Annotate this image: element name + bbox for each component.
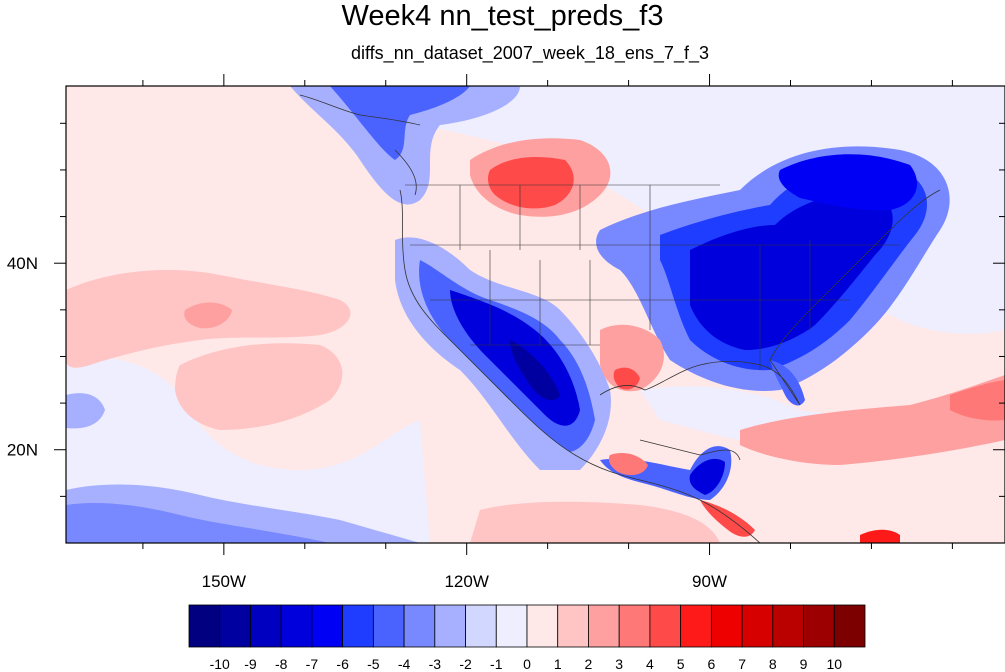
- field-negative-northwest: [290, 86, 520, 205]
- colorbar-label: -9: [244, 656, 257, 672]
- colorbar-label: -2: [459, 656, 472, 672]
- colorbar-swatch: [772, 604, 804, 648]
- field-positive-texas-core: [613, 367, 640, 390]
- map-subtitle: diffs_nn_dataset_2007_week_18_ens_7_f_3: [351, 43, 709, 63]
- coastlines: [299, 94, 941, 543]
- colorbar-swatch: [280, 604, 313, 648]
- field-positive-gulf-mexico: [608, 453, 648, 476]
- colorbar-label: -5: [367, 656, 380, 672]
- field-negative-pacific-southwest-core: [66, 503, 330, 543]
- colorbar-swatch: [250, 604, 282, 648]
- lat-tick-label: 20N: [7, 441, 38, 460]
- colorbar-swatch: [557, 604, 589, 648]
- field-positive-caribbean: [740, 375, 1005, 465]
- field-positive-northwest-interior-core: [487, 157, 574, 209]
- field-positive-caribbean-core: [950, 380, 1005, 421]
- lon-tick-label: 90W: [692, 572, 727, 591]
- colorbar-swatch: [465, 604, 497, 648]
- colorbar-swatch: [403, 604, 436, 648]
- colorbar-label: 6: [707, 656, 715, 672]
- colorbar-label: 9: [800, 656, 808, 672]
- field-positive-mexico-pacific: [470, 501, 720, 543]
- colorbar-swatch: [680, 604, 712, 648]
- colorbar-swatch: [495, 604, 528, 648]
- field-positive-south-america-coast: [860, 529, 900, 543]
- colorbar-label: 0: [523, 656, 531, 672]
- colorbar-swatch: [311, 604, 344, 648]
- lon-tick-label: 120W: [444, 572, 488, 591]
- field-negative-northwest-core: [330, 86, 470, 160]
- field-positive-pacific-core: [184, 302, 232, 329]
- field-negative-east-core: [690, 193, 893, 350]
- colorbar-label: -1: [490, 656, 503, 672]
- map-title: Week4 nn_test_preds_f3: [341, 0, 664, 32]
- field-positive-pacific-south: [175, 343, 343, 430]
- axis-ticks: 150W 120W 90W 40N 20N: [7, 74, 1005, 591]
- colorbar-swatch: [649, 604, 682, 648]
- colorbar-swatch: [219, 604, 251, 648]
- field-negative-southwest-deep: [510, 340, 560, 401]
- field-negative-central-america-core: [689, 458, 725, 495]
- colorbar-swatch: [188, 604, 221, 648]
- field-negative-canada-east: [778, 154, 918, 211]
- colorbar-swatch: [710, 604, 743, 648]
- colorbar-label: 5: [677, 656, 685, 672]
- colorbar-swatch: [588, 604, 620, 648]
- colorbar-swatch: [803, 604, 835, 648]
- colorbar-label: 1: [554, 656, 562, 672]
- colorbar-label: -3: [429, 656, 442, 672]
- colorbar-label: -10: [210, 656, 230, 672]
- colorbar-swatch: [741, 604, 774, 648]
- colorbar-swatch: [342, 604, 374, 648]
- colorbar-label: 3: [615, 656, 623, 672]
- colorbar-swatch: [618, 604, 651, 648]
- colorbar-swatch: [526, 604, 559, 648]
- colorbar-label: 4: [646, 656, 654, 672]
- colorbar-label: 10: [826, 656, 842, 672]
- colorbar-label: 7: [738, 656, 746, 672]
- colorbar: -10 -9 -8 -7 -6 -5 -4 -3 -2 -1 0 1 2 3 4 5 6 7 8 9 10: [188, 604, 866, 672]
- colorbar-label: -4: [398, 656, 411, 672]
- colorbar-swatch: [833, 604, 866, 648]
- lat-tick-label: 40N: [7, 254, 38, 273]
- colorbar-swatch: [372, 604, 405, 648]
- field-negative-florida: [770, 360, 805, 406]
- colorbar-label: -7: [306, 656, 319, 672]
- colorbar-label: 2: [585, 656, 593, 672]
- field-negative-pacific-west: [66, 393, 105, 429]
- map-plot-area: [66, 86, 1005, 543]
- plot-frame: [65, 85, 1005, 544]
- colorbar-label: -6: [336, 656, 349, 672]
- colorbar-label: -8: [275, 656, 288, 672]
- lon-tick-label: 150W: [202, 572, 246, 591]
- colorbar-swatch: [434, 604, 466, 648]
- political-borders: [405, 184, 900, 370]
- colorbar-label: 8: [769, 656, 777, 672]
